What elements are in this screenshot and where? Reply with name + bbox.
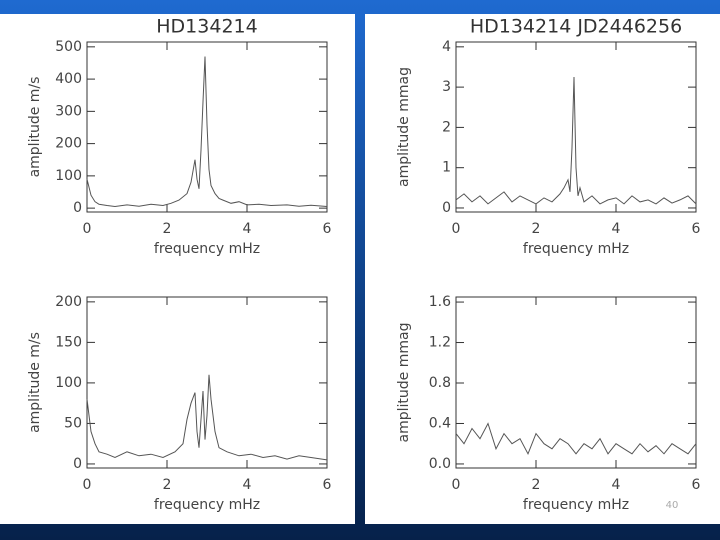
plot-frame	[455, 296, 697, 469]
x-axis-label: frequency mHz	[154, 497, 260, 513]
x-tick-label: 0	[452, 477, 461, 493]
x-tick-label: 2	[163, 221, 172, 237]
y-tick-label: 0	[442, 200, 451, 216]
x-axis-label: frequency mHz	[154, 241, 260, 257]
y-tick-label: 1	[442, 160, 451, 176]
x-tick-label: 6	[692, 477, 701, 493]
spectrum-line	[86, 374, 328, 461]
x-tick-label: 6	[323, 221, 332, 237]
y-tick-label: 3	[442, 79, 451, 95]
x-tick-label: 0	[452, 221, 461, 237]
y-tick-label: 200	[55, 136, 82, 152]
x-tick-label: 0	[83, 477, 92, 493]
x-tick-label: 4	[612, 221, 621, 237]
y-axis-label: amplitude m/s	[27, 77, 43, 178]
chart-title: HD134214	[156, 16, 257, 38]
y-tick-label: 150	[55, 334, 82, 350]
x-tick-label: 4	[243, 477, 252, 493]
x-tick-label: 6	[692, 221, 701, 237]
y-tick-label: 0.4	[429, 415, 451, 431]
y-tick-label: 0.8	[429, 375, 451, 391]
y-tick-label: 50	[64, 415, 82, 431]
x-tick-label: 4	[243, 221, 252, 237]
right-panel	[365, 14, 720, 524]
left-panel	[0, 14, 355, 524]
y-tick-label: 200	[55, 294, 82, 310]
x-tick-label: 2	[532, 477, 541, 493]
y-tick-label: 1.2	[429, 335, 451, 351]
spectrum-line	[455, 422, 697, 455]
y-tick-label: 500	[55, 39, 82, 55]
slide-number: 40	[666, 500, 679, 511]
spectrum-line	[455, 76, 697, 205]
x-tick-label: 0	[83, 221, 92, 237]
plot-frame	[86, 41, 328, 213]
x-axis-label: frequency mHz	[523, 497, 629, 513]
y-tick-label: 100	[55, 375, 82, 391]
y-tick-label: 0	[73, 200, 82, 216]
spectrum-line	[86, 56, 328, 208]
y-tick-label: 0.0	[429, 456, 451, 472]
x-tick-label: 2	[532, 221, 541, 237]
x-axis-label: frequency mHz	[523, 241, 629, 257]
y-axis-label: amplitude m/s	[27, 332, 43, 433]
y-tick-label: 1.6	[429, 294, 451, 310]
x-tick-label: 6	[323, 477, 332, 493]
x-tick-label: 4	[612, 477, 621, 493]
y-tick-label: 100	[55, 168, 82, 184]
chart-title: HD134214 JD2446256	[470, 16, 682, 38]
y-tick-label: 2	[442, 119, 451, 135]
y-axis-label: amplitude mmag	[396, 67, 412, 187]
y-axis-label: amplitude mmag	[396, 323, 412, 443]
y-tick-label: 4	[442, 39, 451, 55]
y-tick-label: 0	[73, 456, 82, 472]
y-tick-label: 300	[55, 103, 82, 119]
x-tick-label: 2	[163, 477, 172, 493]
y-tick-label: 400	[55, 71, 82, 87]
